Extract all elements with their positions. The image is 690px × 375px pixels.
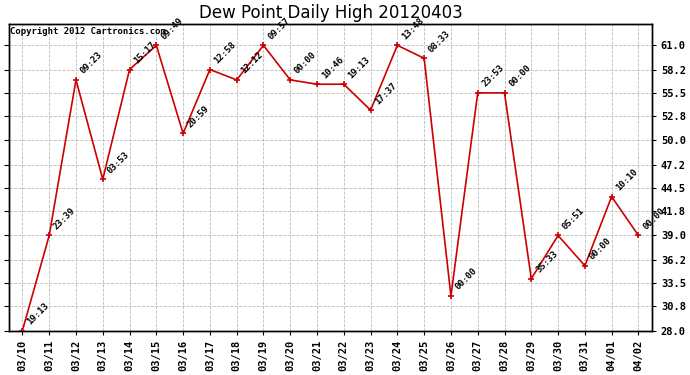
Text: 13:48: 13:48 [400, 16, 426, 41]
Text: 00:00: 00:00 [293, 50, 318, 76]
Text: 20:59: 20:59 [186, 104, 211, 129]
Text: 00:00: 00:00 [588, 236, 613, 262]
Text: 12:12: 12:12 [239, 50, 265, 76]
Text: 03:53: 03:53 [106, 150, 131, 175]
Text: 15:17: 15:17 [132, 40, 158, 65]
Text: 09:57: 09:57 [266, 16, 292, 41]
Text: 08:33: 08:33 [427, 29, 453, 54]
Text: 23:39: 23:39 [52, 206, 77, 231]
Text: 17:37: 17:37 [373, 81, 399, 106]
Text: 09:49: 09:49 [159, 16, 184, 41]
Text: 10:10: 10:10 [614, 167, 640, 192]
Title: Dew Point Daily High 20120403: Dew Point Daily High 20120403 [199, 4, 462, 22]
Text: 00:00: 00:00 [454, 267, 479, 292]
Text: 09:23: 09:23 [79, 50, 104, 76]
Text: 23:53: 23:53 [480, 63, 506, 89]
Text: 00:00: 00:00 [641, 206, 667, 231]
Text: 19:13: 19:13 [346, 55, 372, 80]
Text: 05:51: 05:51 [561, 206, 586, 231]
Text: 35:33: 35:33 [534, 249, 560, 274]
Text: 19:13: 19:13 [26, 301, 50, 326]
Text: 12:58: 12:58 [213, 40, 238, 65]
Text: Copyright 2012 Cartronics.com: Copyright 2012 Cartronics.com [10, 27, 166, 36]
Text: 10:46: 10:46 [319, 55, 345, 80]
Text: 00:00: 00:00 [507, 63, 533, 89]
